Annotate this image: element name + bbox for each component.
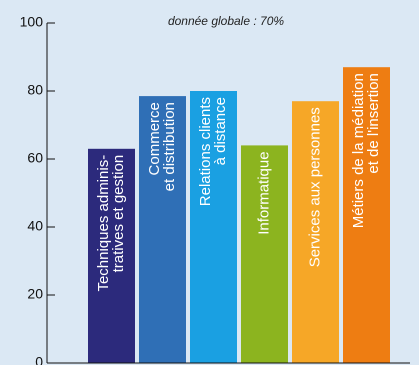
y-tick-label: 80 — [27, 82, 43, 98]
bar — [343, 67, 390, 363]
bar-label: Informatique — [255, 151, 272, 234]
bar — [292, 101, 339, 363]
y-tick-label: 0 — [35, 354, 43, 365]
bar — [241, 145, 288, 363]
y-tick-label: 60 — [27, 150, 43, 166]
bar-label: à distance — [212, 97, 229, 165]
bar-label: Services aux personnes — [306, 107, 323, 267]
y-tick-label: 40 — [27, 218, 43, 234]
bar-label: tratives et gestion — [110, 155, 127, 273]
bar — [139, 96, 186, 363]
bar-label: Métiers de la médiation — [350, 73, 367, 228]
bar-label: Commerce — [146, 102, 163, 175]
chart-subtitle: donnée globale : 70% — [168, 14, 284, 28]
bar-label: Relations clients — [197, 97, 214, 206]
bar — [88, 148, 135, 363]
y-tick-label: 100 — [20, 14, 44, 30]
y-tick-label: 20 — [27, 286, 43, 302]
bar-label: et distribution — [161, 102, 178, 191]
bar — [190, 91, 237, 363]
bar-label: Techniques adminis- — [95, 155, 112, 292]
bar-label: et de l'insertion — [365, 73, 382, 173]
